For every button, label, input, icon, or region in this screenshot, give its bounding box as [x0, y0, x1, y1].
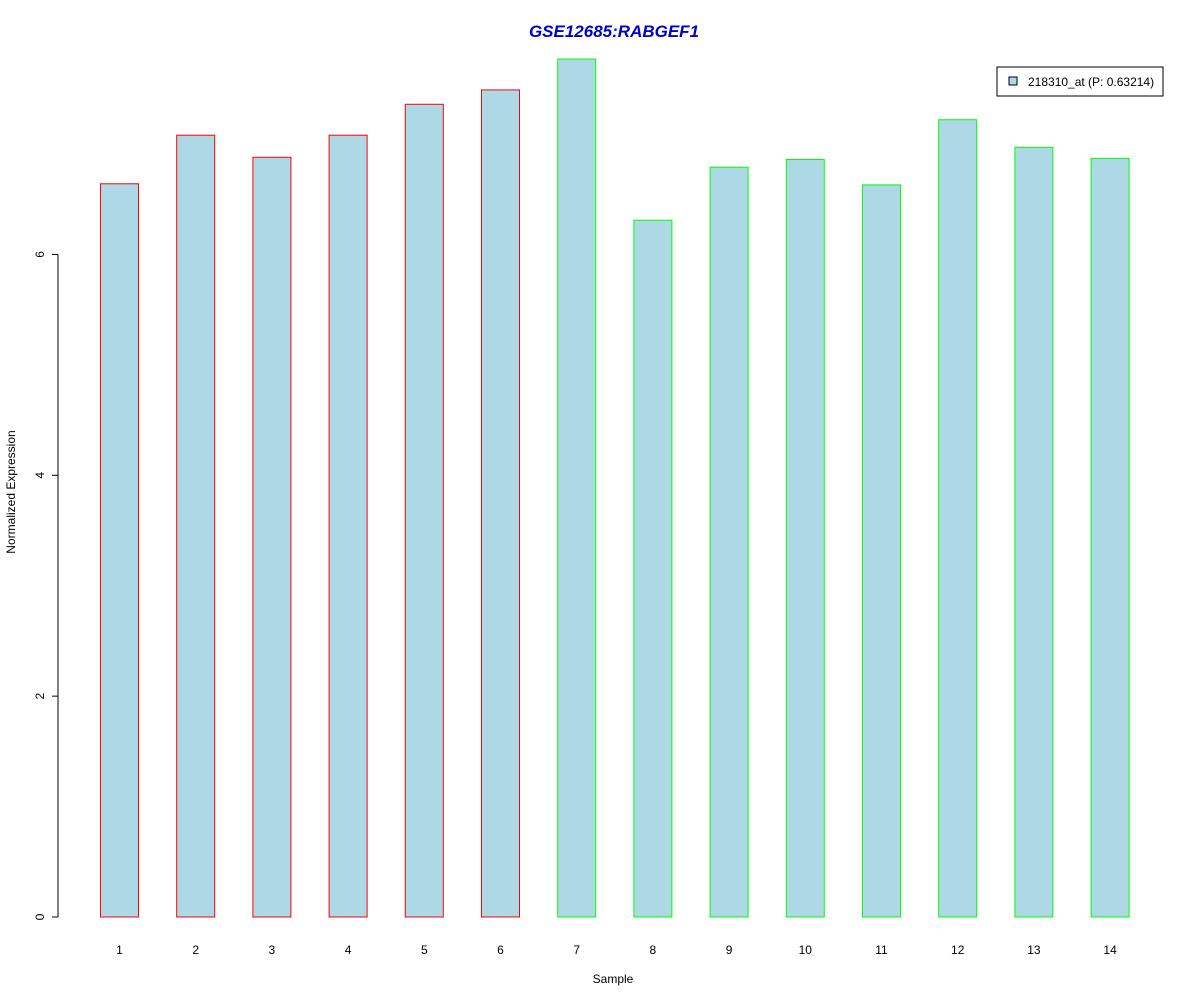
x-tick-label: 1: [116, 943, 123, 957]
x-tick-label: 14: [1103, 943, 1117, 957]
chart-title: GSE12685:RABGEF1: [529, 22, 699, 41]
x-axis-label: Sample: [593, 972, 634, 986]
legend-swatch: [1008, 76, 1018, 86]
y-tick-label: 6: [33, 251, 47, 258]
bar: [1014, 146, 1054, 918]
legend: 218310_at (P: 0.63214): [996, 66, 1164, 97]
bar: [176, 134, 216, 918]
x-tick-label: 8: [650, 943, 657, 957]
bar: [1090, 157, 1130, 918]
bar: [328, 134, 368, 918]
x-tick-label: 3: [269, 943, 276, 957]
y-axis-label: Normalized Expression: [4, 430, 18, 553]
y-tick-label: 4: [33, 472, 47, 479]
bar: [785, 158, 825, 918]
bar: [709, 166, 749, 918]
x-tick-label: 7: [573, 943, 580, 957]
bar: [404, 103, 444, 918]
bar: [557, 58, 597, 918]
x-tick-label: 10: [799, 943, 813, 957]
x-tick-labels: 1 2 3 4 5 6 7 8 9 10 11 12 13 14: [116, 943, 1117, 957]
x-tick-label: 4: [345, 943, 352, 957]
legend-label: 218310_at (P: 0.63214): [1028, 75, 1154, 89]
bar: [100, 183, 139, 918]
y-tick-label: 2: [33, 692, 47, 699]
y-tick-label: 0: [33, 913, 47, 920]
x-tick-label: 11: [875, 943, 888, 957]
x-tick-label: 9: [726, 943, 733, 957]
legend-box: [996, 66, 1164, 97]
x-tick-label: 12: [951, 943, 965, 957]
bar: [252, 156, 292, 918]
x-tick-label: 6: [497, 943, 504, 957]
bars: [100, 58, 1130, 918]
bar: [633, 219, 673, 918]
y-axis: 0 2 4 6: [33, 251, 59, 920]
x-tick-label: 5: [421, 943, 428, 957]
bar: [938, 119, 978, 918]
x-tick-label: 2: [192, 943, 199, 957]
bar: [862, 184, 901, 918]
x-tick-label: 13: [1027, 943, 1041, 957]
bar: [481, 89, 520, 918]
